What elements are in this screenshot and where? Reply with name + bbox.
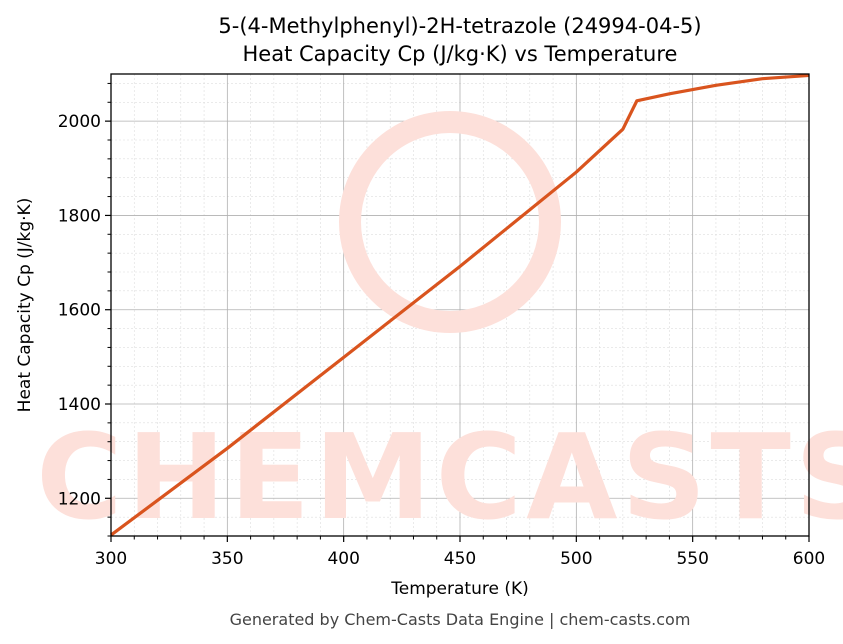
plot-area: CHEMCASTS — [36, 73, 843, 546]
y-tick-label: 1200 — [58, 489, 101, 509]
y-tick-label: 2000 — [58, 112, 101, 132]
x-tick-label: 600 — [793, 549, 825, 569]
watermark-logo-ring — [339, 111, 561, 333]
x-tick-label: 450 — [444, 549, 476, 569]
series-line — [110, 73, 810, 537]
x-axis: 300 350 400 450 500 550 600 — [95, 536, 825, 569]
x-tick-label: 350 — [211, 549, 243, 569]
footer-credit: Generated by Chem-Casts Data Engine | ch… — [230, 610, 691, 629]
x-tick-label: 400 — [327, 549, 359, 569]
y-tick-label: 1400 — [58, 395, 101, 415]
watermark-text: CHEMCASTS — [36, 408, 843, 546]
y-axis: 1200 1400 1600 1800 2000 — [58, 82, 111, 537]
y-tick-label: 1600 — [58, 301, 101, 321]
chart-subtitle: Heat Capacity Cp (J/kg·K) vs Temperature — [243, 42, 678, 66]
y-axis-label: Heat Capacity Cp (J/kg·K) — [15, 198, 35, 413]
x-tick-label: 550 — [676, 549, 708, 569]
x-axis-label: Temperature (K) — [390, 579, 529, 599]
watermark: CHEMCASTS — [36, 111, 843, 546]
y-tick-label: 1800 — [58, 206, 101, 226]
x-tick-label: 500 — [560, 549, 592, 569]
chart-title: 5-(4-Methylphenyl)-2H-tetrazole (24994-0… — [218, 14, 701, 38]
x-tick-label: 300 — [95, 549, 127, 569]
series-layer — [110, 73, 810, 537]
